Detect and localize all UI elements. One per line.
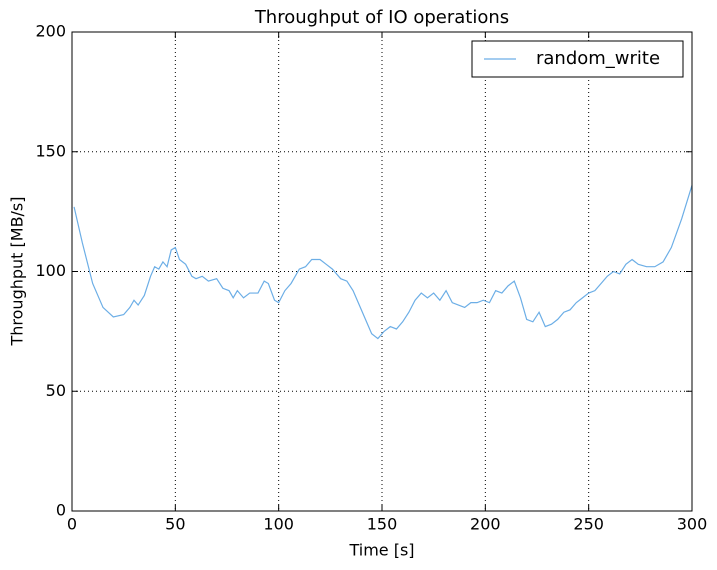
x-tick-label: 150 — [367, 515, 398, 534]
x-tick-label: 0 — [67, 515, 77, 534]
chart-title: Throughput of IO operations — [254, 7, 509, 28]
x-tick-label: 100 — [263, 515, 294, 534]
y-tick-label: 200 — [35, 22, 66, 41]
x-tick-label: 50 — [165, 515, 185, 534]
legend-label: random_write — [536, 48, 660, 69]
plot-frame — [71, 31, 693, 512]
x-tick-label: 250 — [573, 515, 604, 534]
y-axis-label: Throughput [MB/s] — [8, 196, 27, 346]
y-tick-label: 150 — [35, 141, 66, 160]
x-tick-label: 200 — [470, 515, 501, 534]
y-tick-label: 100 — [35, 261, 66, 280]
y-tick-label: 0 — [56, 501, 66, 520]
x-axis-label: Time [s] — [348, 541, 414, 560]
series-line — [73, 185, 693, 340]
x-tick-label: 300 — [677, 515, 708, 534]
y-tick-label: 50 — [46, 381, 66, 400]
